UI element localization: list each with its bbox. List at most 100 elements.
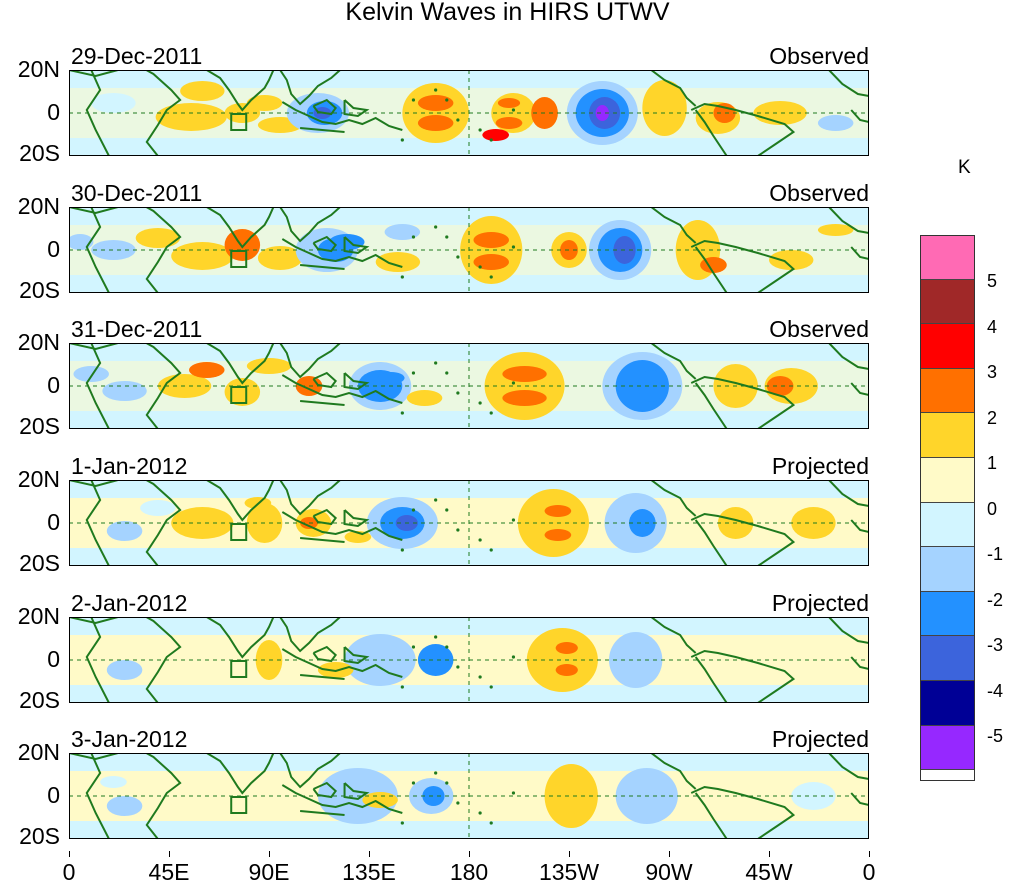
island	[511, 655, 516, 659]
anomaly-contour	[769, 250, 814, 270]
region-box	[230, 523, 248, 541]
coastline	[85, 753, 110, 839]
latitude-label: 0	[47, 509, 60, 535]
panel-frame	[69, 617, 869, 703]
longitude-tick	[169, 851, 170, 857]
coastline	[206, 70, 275, 112]
coastline	[312, 371, 338, 389]
coastline	[312, 508, 338, 526]
island	[400, 548, 404, 552]
island	[511, 791, 516, 795]
anomaly-contour	[460, 216, 523, 284]
region-box	[230, 796, 248, 814]
island	[478, 811, 482, 815]
coastline	[650, 70, 697, 107]
anomaly-contour	[189, 362, 225, 378]
coastline	[300, 400, 345, 406]
coastline	[300, 537, 345, 543]
colorbar-level-label: -5	[987, 726, 1004, 746]
region-box	[230, 660, 248, 678]
coastlines	[69, 343, 869, 429]
latitude-label: 20N	[17, 329, 60, 355]
island	[434, 361, 438, 365]
coastline	[85, 480, 110, 566]
latitude-label: 0	[47, 99, 60, 125]
latitude-label: 20N	[17, 466, 60, 492]
coastline	[85, 343, 110, 429]
anomaly-contour	[557, 778, 585, 814]
island	[445, 98, 449, 102]
panel-status: Observed	[769, 43, 869, 69]
anomaly-contour	[135, 228, 181, 248]
longitude-tick	[269, 851, 270, 857]
longitude-label: 135E	[342, 859, 396, 885]
colorbar-level-label: -4	[987, 680, 1004, 701]
coastline	[343, 646, 370, 665]
anomaly-map	[69, 480, 869, 566]
coastline	[85, 617, 110, 703]
latitude-label: 20N	[17, 739, 60, 765]
anomaly-contour	[224, 378, 261, 406]
island	[456, 801, 460, 805]
island	[456, 118, 460, 122]
anomaly-contour	[106, 796, 143, 816]
coastline	[650, 207, 697, 244]
island	[445, 508, 449, 512]
longitude-label: 90W	[645, 859, 693, 885]
anomaly-contour	[555, 664, 578, 676]
coastline	[690, 649, 796, 703]
colorbar-unit: K	[958, 157, 971, 178]
colorbar-level-label: 3	[987, 362, 998, 382]
colorbar-swatch	[920, 235, 975, 280]
island	[411, 98, 416, 102]
coastline	[69, 617, 182, 703]
island	[434, 771, 438, 775]
longitude-tick	[569, 851, 570, 857]
colorbar-swatch	[920, 680, 975, 726]
coastlines	[69, 480, 869, 566]
island	[511, 518, 516, 522]
coastline	[312, 98, 338, 116]
coastline	[85, 207, 110, 293]
island	[400, 138, 404, 142]
colorbar-level-label: 0	[987, 498, 998, 519]
island	[400, 411, 404, 415]
anomaly-contour	[402, 83, 469, 143]
map-panel: 2-Jan-2012 Projected	[69, 590, 869, 703]
colorbar-level-label: 4	[987, 316, 998, 337]
island	[478, 401, 482, 405]
coastline	[828, 617, 869, 644]
coastline	[312, 781, 338, 799]
coastline	[828, 70, 869, 97]
island	[489, 685, 493, 689]
anomaly-contour	[473, 232, 509, 248]
island	[445, 645, 449, 649]
latitude-label: 20N	[17, 193, 60, 219]
coastline	[69, 343, 182, 429]
anomaly-contour	[91, 240, 136, 260]
coastline	[828, 480, 869, 507]
anomaly-contour	[497, 98, 521, 108]
island	[456, 391, 460, 395]
anomaly-contour	[106, 660, 143, 680]
longitude-label: 45E	[148, 859, 190, 885]
coastline	[690, 375, 796, 429]
region-box	[230, 113, 248, 131]
island	[411, 508, 416, 512]
map-panel: 29-Dec-2011 Observed	[69, 43, 869, 156]
latitude-label: 0	[47, 372, 60, 398]
anomaly-contour	[484, 352, 565, 420]
coastline	[690, 102, 796, 156]
anomaly-contour	[417, 115, 454, 131]
island	[478, 265, 482, 269]
latitude-label: 0	[47, 646, 60, 672]
coastline	[828, 207, 869, 234]
island	[511, 108, 516, 112]
panel-status: Observed	[769, 180, 869, 206]
island	[434, 88, 438, 92]
anomaly-contour	[375, 252, 421, 272]
coastline	[300, 810, 345, 816]
longitude-tick	[869, 851, 870, 857]
latitude-label: 0	[47, 782, 60, 808]
colorbar-level-label: -3	[987, 635, 1004, 655]
